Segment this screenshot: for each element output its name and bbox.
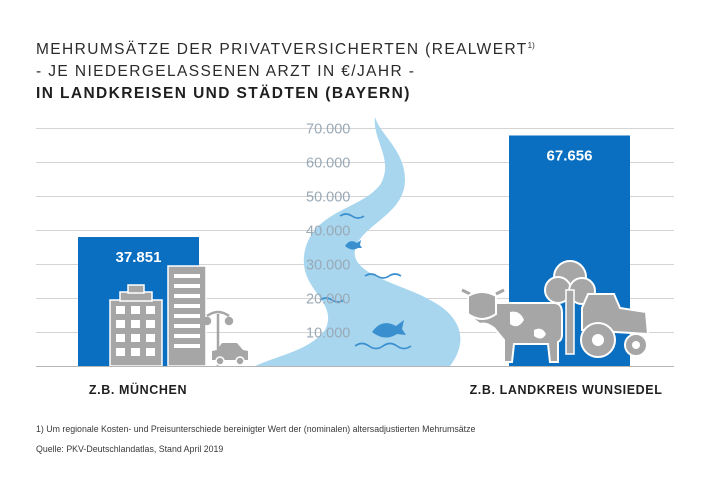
title-line-1: MEHRUMSÄTZE DER PRIVATVERSICHERTEN (REAL… (36, 41, 535, 59)
category-label: Z.B. LANDKREIS WUNSIEDEL (470, 383, 663, 397)
category-labels: Z.B. MÜNCHEN Z.B. LANDKREIS WUNSIEDEL (89, 382, 663, 397)
y-tick-label: 40.000 (306, 224, 350, 240)
bar-value-label: 37.851 (116, 249, 162, 266)
cow-icon (461, 288, 563, 363)
chart-title: MEHRUMSÄTZE DER PRIVATVERSICHERTEN (REAL… (36, 35, 676, 105)
y-tick-label: 30.000 (306, 258, 350, 274)
y-tick-label: 20.000 (306, 292, 350, 308)
river-icon (255, 117, 461, 366)
y-tick-label: 60.000 (306, 156, 350, 172)
fish-icon (345, 240, 406, 338)
title-line-2: - JE NIEDERGELASSENEN ARZT IN €/JAHR - (36, 63, 416, 81)
footnote-1: 1) Um regionale Kosten- und Preisuntersc… (36, 424, 476, 434)
car-icon (212, 343, 248, 366)
y-axis-tick-labels: 10.000 20.000 30.000 40.000 50.000 60.000 70.0… (306, 122, 350, 342)
source-note: Quelle: PKV-Deutschlandatlas, Stand Apri… (36, 444, 224, 454)
title-footnote-marker: 1) (527, 41, 535, 50)
y-tick-label: 10.000 (306, 326, 350, 342)
y-tick-label: 70.000 (306, 122, 350, 138)
tractor-icon (580, 293, 650, 358)
city-buildings-icon (109, 265, 207, 367)
title-line-3: IN LANDKREISEN UND STÄDTEN (BAYERN) (36, 85, 411, 103)
category-label: Z.B. MÜNCHEN (89, 382, 187, 397)
bar-value-label: 67.656 (547, 147, 593, 164)
bar-value-labels: 37.851 67.656 (116, 147, 593, 266)
y-tick-label: 50.000 (306, 190, 350, 206)
river-shape (255, 117, 461, 366)
tree-icon (544, 260, 596, 355)
